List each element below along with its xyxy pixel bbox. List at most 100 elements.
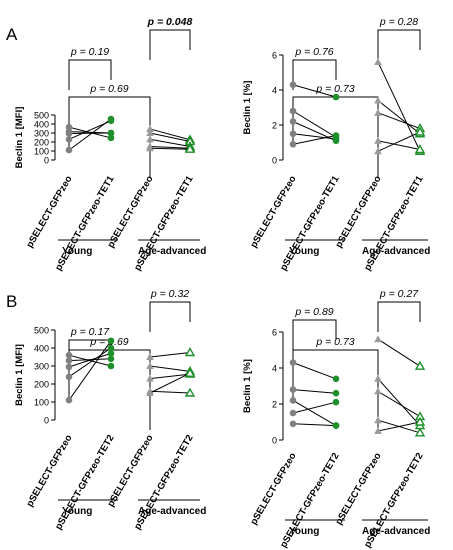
data-point-circle-control bbox=[65, 351, 73, 359]
data-point-circle-treated bbox=[107, 134, 115, 142]
y-tick-label: 2 bbox=[272, 400, 277, 410]
data-point-triangle-control bbox=[374, 335, 382, 343]
data-point-circle-treated bbox=[107, 362, 115, 370]
pair-line bbox=[68, 358, 112, 362]
data-point-circle-control bbox=[65, 357, 73, 364]
pair-line bbox=[377, 140, 421, 150]
pair-line bbox=[292, 362, 337, 380]
data-point-triangle-treated bbox=[184, 367, 196, 377]
data-point-circle-control bbox=[289, 140, 297, 148]
y-tick-label: 4 bbox=[272, 364, 277, 374]
pair-line bbox=[377, 112, 421, 129]
pair-line bbox=[292, 135, 337, 145]
data-point-triangle-control bbox=[146, 144, 154, 152]
pair-line bbox=[292, 121, 337, 142]
x-category-label: pSELECT-GFPzeo bbox=[24, 433, 74, 509]
p-value-label: p = 0.69 bbox=[89, 83, 128, 95]
data-point-circle-control bbox=[289, 81, 297, 89]
p-value-label: p = 0.32 bbox=[150, 288, 189, 300]
y-tick-label: 4 bbox=[272, 86, 277, 96]
data-point-circle-treated bbox=[107, 350, 115, 357]
data-point-circle-control bbox=[289, 386, 297, 393]
pair-line bbox=[377, 61, 421, 152]
x-category-label: pSELECT-GFPzeo bbox=[333, 451, 383, 527]
pair-line bbox=[149, 146, 191, 149]
pair-line bbox=[292, 389, 337, 394]
y-tick-label: 100 bbox=[34, 398, 49, 408]
data-point-circle-control bbox=[65, 136, 73, 143]
data-point-circle-control bbox=[289, 409, 297, 417]
data-point-circle-control bbox=[65, 146, 73, 154]
p-value-label: p = 0.76 bbox=[294, 46, 333, 58]
pair-line bbox=[68, 120, 112, 140]
significance-bracket bbox=[149, 301, 191, 332]
data-point-triangle-control bbox=[146, 353, 154, 360]
significance-bracket bbox=[377, 301, 421, 332]
pair-line bbox=[377, 131, 421, 152]
y-tick-label: 100 bbox=[34, 147, 49, 157]
data-point-circle-treated bbox=[332, 375, 340, 383]
pair-line bbox=[68, 126, 112, 139]
group-label: Young bbox=[62, 246, 92, 257]
pair-line bbox=[149, 128, 191, 141]
data-point-triangle-treated bbox=[414, 427, 426, 437]
group-label: Young bbox=[289, 246, 319, 257]
pair-line bbox=[292, 133, 337, 140]
data-point-triangle-control bbox=[374, 58, 382, 65]
pair-line bbox=[149, 352, 191, 358]
data-point-circle-control bbox=[65, 373, 73, 381]
y-tick-label: 300 bbox=[34, 362, 49, 372]
y-tick-label: 500 bbox=[34, 111, 49, 121]
p-value-label: p = 0.89 bbox=[294, 306, 333, 318]
data-point-circle-treated bbox=[332, 132, 340, 139]
pair-line bbox=[377, 378, 421, 426]
data-point-triangle-control bbox=[374, 136, 382, 144]
pair-line bbox=[377, 338, 421, 367]
data-point-triangle-treated bbox=[184, 347, 196, 357]
y-tick-label: 0 bbox=[272, 436, 277, 446]
data-point-triangle-control bbox=[374, 96, 382, 104]
pair-line bbox=[149, 365, 191, 372]
data-point-circle-control bbox=[289, 130, 297, 138]
y-tick-label: 6 bbox=[272, 51, 277, 61]
chart-4: 0 2 4 6 Beclin 1 [%] pSELECT-GFPzeo pSELECT-GF… bbox=[242, 288, 430, 550]
data-point-circle-treated bbox=[332, 398, 340, 406]
data-point-triangle-treated bbox=[184, 143, 196, 153]
data-point-triangle-treated bbox=[184, 387, 196, 397]
significance-bracket bbox=[149, 29, 191, 60]
p-value-label: p = 0.73 bbox=[315, 336, 354, 348]
chart-3: 0 100 200 300 400 500 Beclin 1 [MFI] pSELECT-GF… bbox=[14, 288, 206, 532]
data-point-circle-control bbox=[65, 363, 73, 371]
data-point-circle-treated bbox=[332, 422, 340, 429]
panel-letter-a: A bbox=[6, 25, 18, 44]
y-tick-label: 500 bbox=[34, 326, 49, 336]
data-point-triangle-control bbox=[374, 147, 382, 155]
data-point-circle-treated bbox=[332, 389, 340, 397]
y-tick-label: 0 bbox=[44, 416, 49, 426]
y-tick-label: 0 bbox=[272, 156, 277, 166]
p-value-label: p = 0.27 bbox=[379, 288, 419, 300]
data-point-triangle-control bbox=[146, 135, 154, 143]
data-point-circle-control bbox=[289, 420, 297, 428]
data-point-triangle-control bbox=[146, 374, 154, 382]
pair-line bbox=[377, 100, 421, 135]
y-axis-label: Beclin 1 [MFI] bbox=[14, 344, 25, 406]
data-point-circle-treated bbox=[107, 355, 115, 363]
data-point-triangle-control bbox=[374, 416, 382, 424]
y-tick-label: 0 bbox=[44, 156, 49, 166]
data-point-circle-control bbox=[289, 118, 297, 125]
data-point-triangle-control bbox=[146, 129, 154, 136]
data-point-triangle-treated bbox=[414, 126, 426, 136]
pair-line bbox=[149, 147, 191, 150]
data-point-triangle-treated bbox=[414, 416, 426, 426]
x-category-label: pSELECT-GFPzeo bbox=[333, 174, 383, 250]
x-category-label: pSELECT-GFPzeo bbox=[24, 174, 74, 250]
pair-line bbox=[292, 423, 337, 427]
chart-2: 0 2 4 6 Beclin 1 [%] pSELECT-GFPzeo pSELECT-GF… bbox=[242, 16, 430, 273]
group-label: Young bbox=[62, 506, 92, 517]
pair-line bbox=[68, 340, 112, 401]
data-point-triangle-control bbox=[146, 389, 154, 396]
p-value-label: p = 0.19 bbox=[70, 46, 109, 58]
data-point-circle-treated bbox=[107, 129, 115, 137]
